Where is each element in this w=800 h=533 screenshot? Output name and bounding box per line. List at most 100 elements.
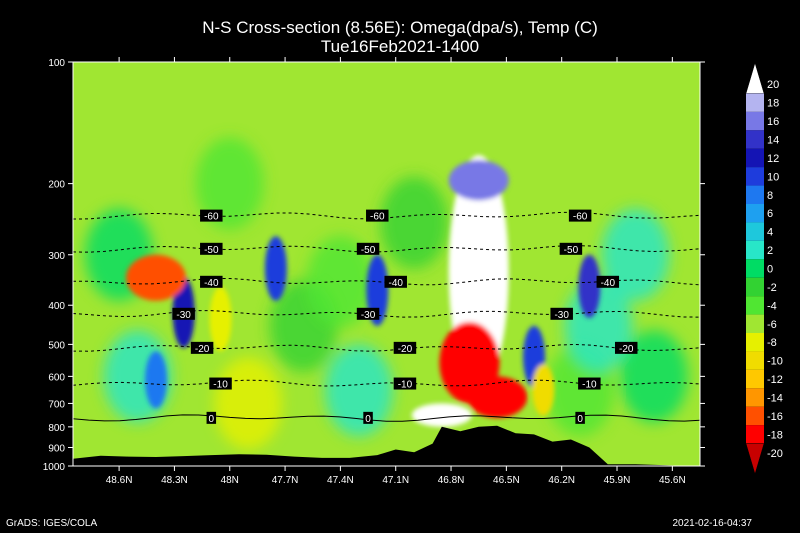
x-tick-label: 46.5N <box>493 475 520 486</box>
omega-cell <box>209 286 232 352</box>
x-tick-label: 47.1N <box>382 475 409 486</box>
x-tick-label: 47.7N <box>272 475 299 486</box>
colorbar-swatch <box>746 185 764 204</box>
colorbar-swatch <box>746 111 764 131</box>
colorbar-label: -4 <box>767 300 777 312</box>
field-patch <box>380 176 449 269</box>
omega-cell <box>411 403 472 427</box>
footer-credit: GrADS: IGES/COLA <box>6 518 98 529</box>
x-tick-label: 46.2N <box>548 475 575 486</box>
isotherm-label: -50 <box>361 245 376 256</box>
isotherm-label-bg <box>200 209 223 222</box>
y-tick-label: 900 <box>48 444 65 455</box>
isotherm-label-bg <box>550 307 573 320</box>
x-tick-label: 48.6N <box>106 475 133 486</box>
isotherm-label: -40 <box>204 278 219 289</box>
isotherm-label: -20 <box>195 344 210 355</box>
y-tick-label: 1000 <box>43 462 66 473</box>
chart-subtitle: Tue16Feb2021-1400 <box>320 37 480 56</box>
colorbar-label: -6 <box>767 319 777 331</box>
x-tick-label: 47.4N <box>327 475 354 486</box>
x-tick-label: 45.6N <box>659 475 686 486</box>
colorbar-swatch <box>746 148 764 168</box>
temperature-contours: -60 -60 -60 -50 -50 -50 -40 -40 -40 -30 -30 -30 -20 -… <box>73 209 700 425</box>
colorbar-label: 14 <box>767 135 779 147</box>
x-tick-label: 46.8N <box>438 475 465 486</box>
isotherm-label: -10 <box>398 380 413 391</box>
isotherm-label: -10 <box>213 380 228 391</box>
isotherm-label-bg <box>363 411 373 424</box>
colorbar-swatch <box>746 93 764 112</box>
isotherm-label: 0 <box>365 414 371 425</box>
colorbar-swatch <box>746 222 764 241</box>
isotherm-label: 0 <box>209 414 215 425</box>
colorbar-label: -14 <box>767 393 783 405</box>
colorbar-label: 18 <box>767 98 779 110</box>
isotherm-label-bg <box>200 275 223 288</box>
y-tick-label: 300 <box>48 251 65 262</box>
colorbar-label: -16 <box>767 411 783 423</box>
colorbar-label: 10 <box>767 171 779 183</box>
isotherm-label: -30 <box>176 310 191 321</box>
isotherm-label-bg <box>190 341 214 354</box>
colorbar-swatch <box>746 259 764 278</box>
x-tick-label: 48N <box>221 475 239 486</box>
isotherm-label-bg <box>200 242 223 255</box>
isotherm <box>73 244 700 253</box>
isotherm-label-bg <box>366 209 389 222</box>
isotherm-label: -30 <box>361 310 376 321</box>
omega-cell <box>144 351 167 409</box>
omega-features <box>125 155 601 427</box>
y-tick-label: 700 <box>48 399 65 410</box>
isotherm-label-bg <box>614 341 638 354</box>
isotherm <box>73 414 700 422</box>
y-tick-label: 500 <box>48 340 65 351</box>
field-patch <box>195 137 264 230</box>
y-tick-label: 100 <box>48 58 65 69</box>
isotherm-label: -50 <box>564 245 579 256</box>
terrain-shape <box>73 425 700 466</box>
isotherm-label: -50 <box>204 245 219 256</box>
footer-timestamp: 2021-02-16-04:37 <box>672 518 752 529</box>
isotherm-label-bg <box>393 341 417 354</box>
omega-cell <box>125 254 186 301</box>
isotherm-label: -20 <box>619 344 634 355</box>
omega-cell <box>448 160 509 201</box>
omega-cell <box>578 254 601 318</box>
colorbar-label: -20 <box>767 448 783 460</box>
y-tick-label: 200 <box>48 180 65 191</box>
isotherm-label: -60 <box>204 212 219 223</box>
colorbar-swatch <box>746 167 764 186</box>
isotherm-label-bg <box>209 377 232 390</box>
colorbar-label: 20 <box>767 79 779 91</box>
colorbar-swatch <box>746 130 764 149</box>
colorbar-swatch <box>746 351 764 370</box>
colorbar-label: 2 <box>767 245 773 257</box>
field-patch <box>324 344 393 437</box>
colorbar-label: 8 <box>767 190 773 202</box>
isotherm-label: 0 <box>577 414 583 425</box>
isotherm-label: -60 <box>370 212 385 223</box>
isotherm-label-bg <box>559 242 583 255</box>
isotherm-label-bg <box>206 411 217 424</box>
field-patch <box>214 357 283 450</box>
isotherm-label-bg <box>356 242 380 255</box>
colorbar-swatch <box>746 388 764 407</box>
colorbar-swatch <box>746 314 764 333</box>
colorbar-label: 0 <box>767 264 773 276</box>
isotherm-label: -20 <box>398 344 413 355</box>
field-patch <box>306 235 375 328</box>
isotherm-label-bg <box>356 307 380 320</box>
isotherm-label-bg <box>384 275 407 288</box>
omega-cell <box>467 376 528 418</box>
isotherm-label-bg <box>578 377 601 390</box>
x-tick-label: 48.3N <box>161 475 188 486</box>
x-tick-label: 45.9N <box>604 475 631 486</box>
isotherm-label-bg <box>568 209 592 222</box>
colorbar-top-arrow <box>745 62 765 94</box>
colorbar-label: 6 <box>767 208 773 220</box>
colorbar-swatch <box>746 240 764 260</box>
colorbar-label: 4 <box>767 227 773 239</box>
colorbar-label: -12 <box>767 374 783 386</box>
